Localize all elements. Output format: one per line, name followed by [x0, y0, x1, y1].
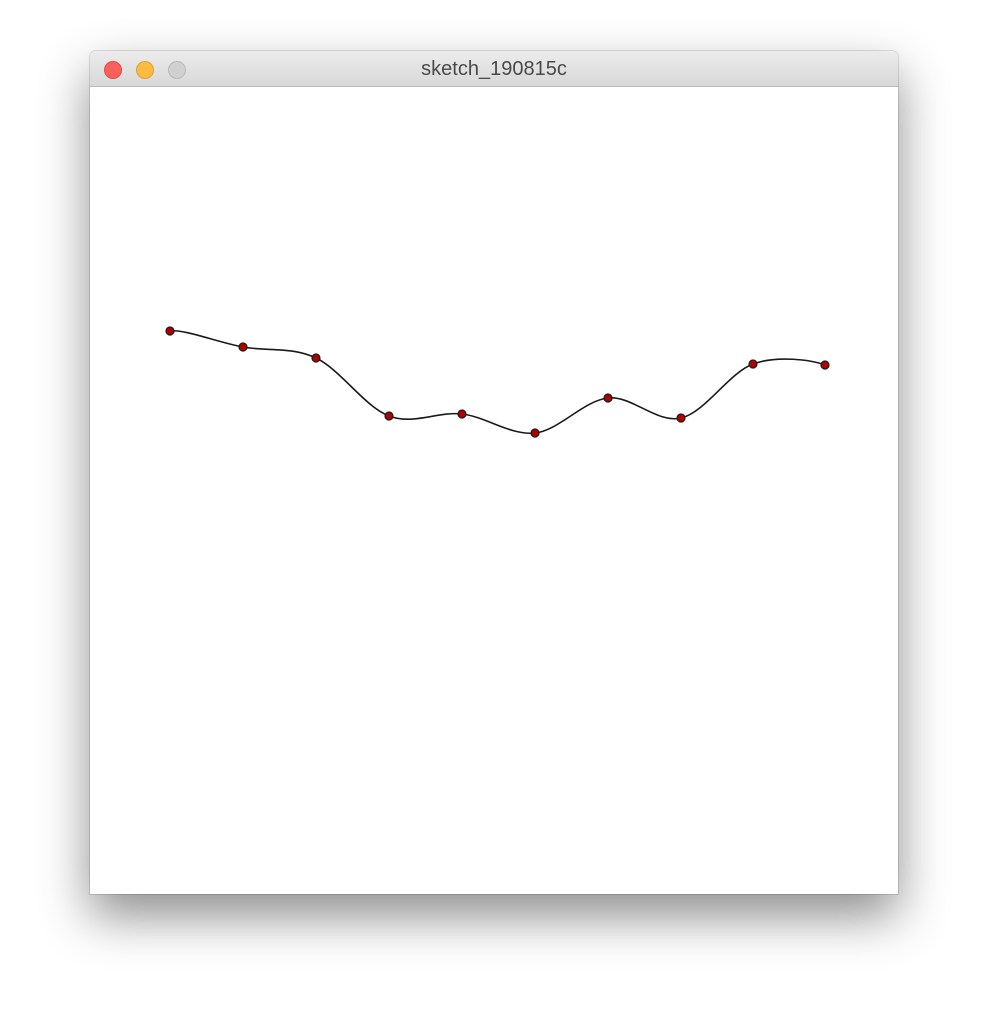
control-point[interactable]	[676, 413, 686, 423]
control-point[interactable]	[384, 411, 394, 421]
control-point[interactable]	[457, 409, 467, 419]
sketch-canvas[interactable]	[90, 87, 898, 894]
control-point[interactable]	[238, 342, 248, 352]
close-icon[interactable]	[104, 61, 122, 79]
title-bar[interactable]: sketch_190815c	[90, 51, 898, 87]
zoom-icon[interactable]	[168, 61, 186, 79]
window-title: sketch_190815c	[421, 58, 567, 80]
control-point[interactable]	[165, 326, 175, 336]
sketch-window: sketch_190815c	[90, 51, 898, 894]
control-point[interactable]	[530, 428, 540, 438]
control-point[interactable]	[748, 359, 758, 369]
control-point[interactable]	[820, 360, 830, 370]
sketch-drawing	[165, 326, 830, 438]
minimize-icon[interactable]	[136, 61, 154, 79]
control-point[interactable]	[311, 353, 321, 363]
spline-curve	[169, 329, 826, 434]
control-point[interactable]	[603, 393, 613, 403]
